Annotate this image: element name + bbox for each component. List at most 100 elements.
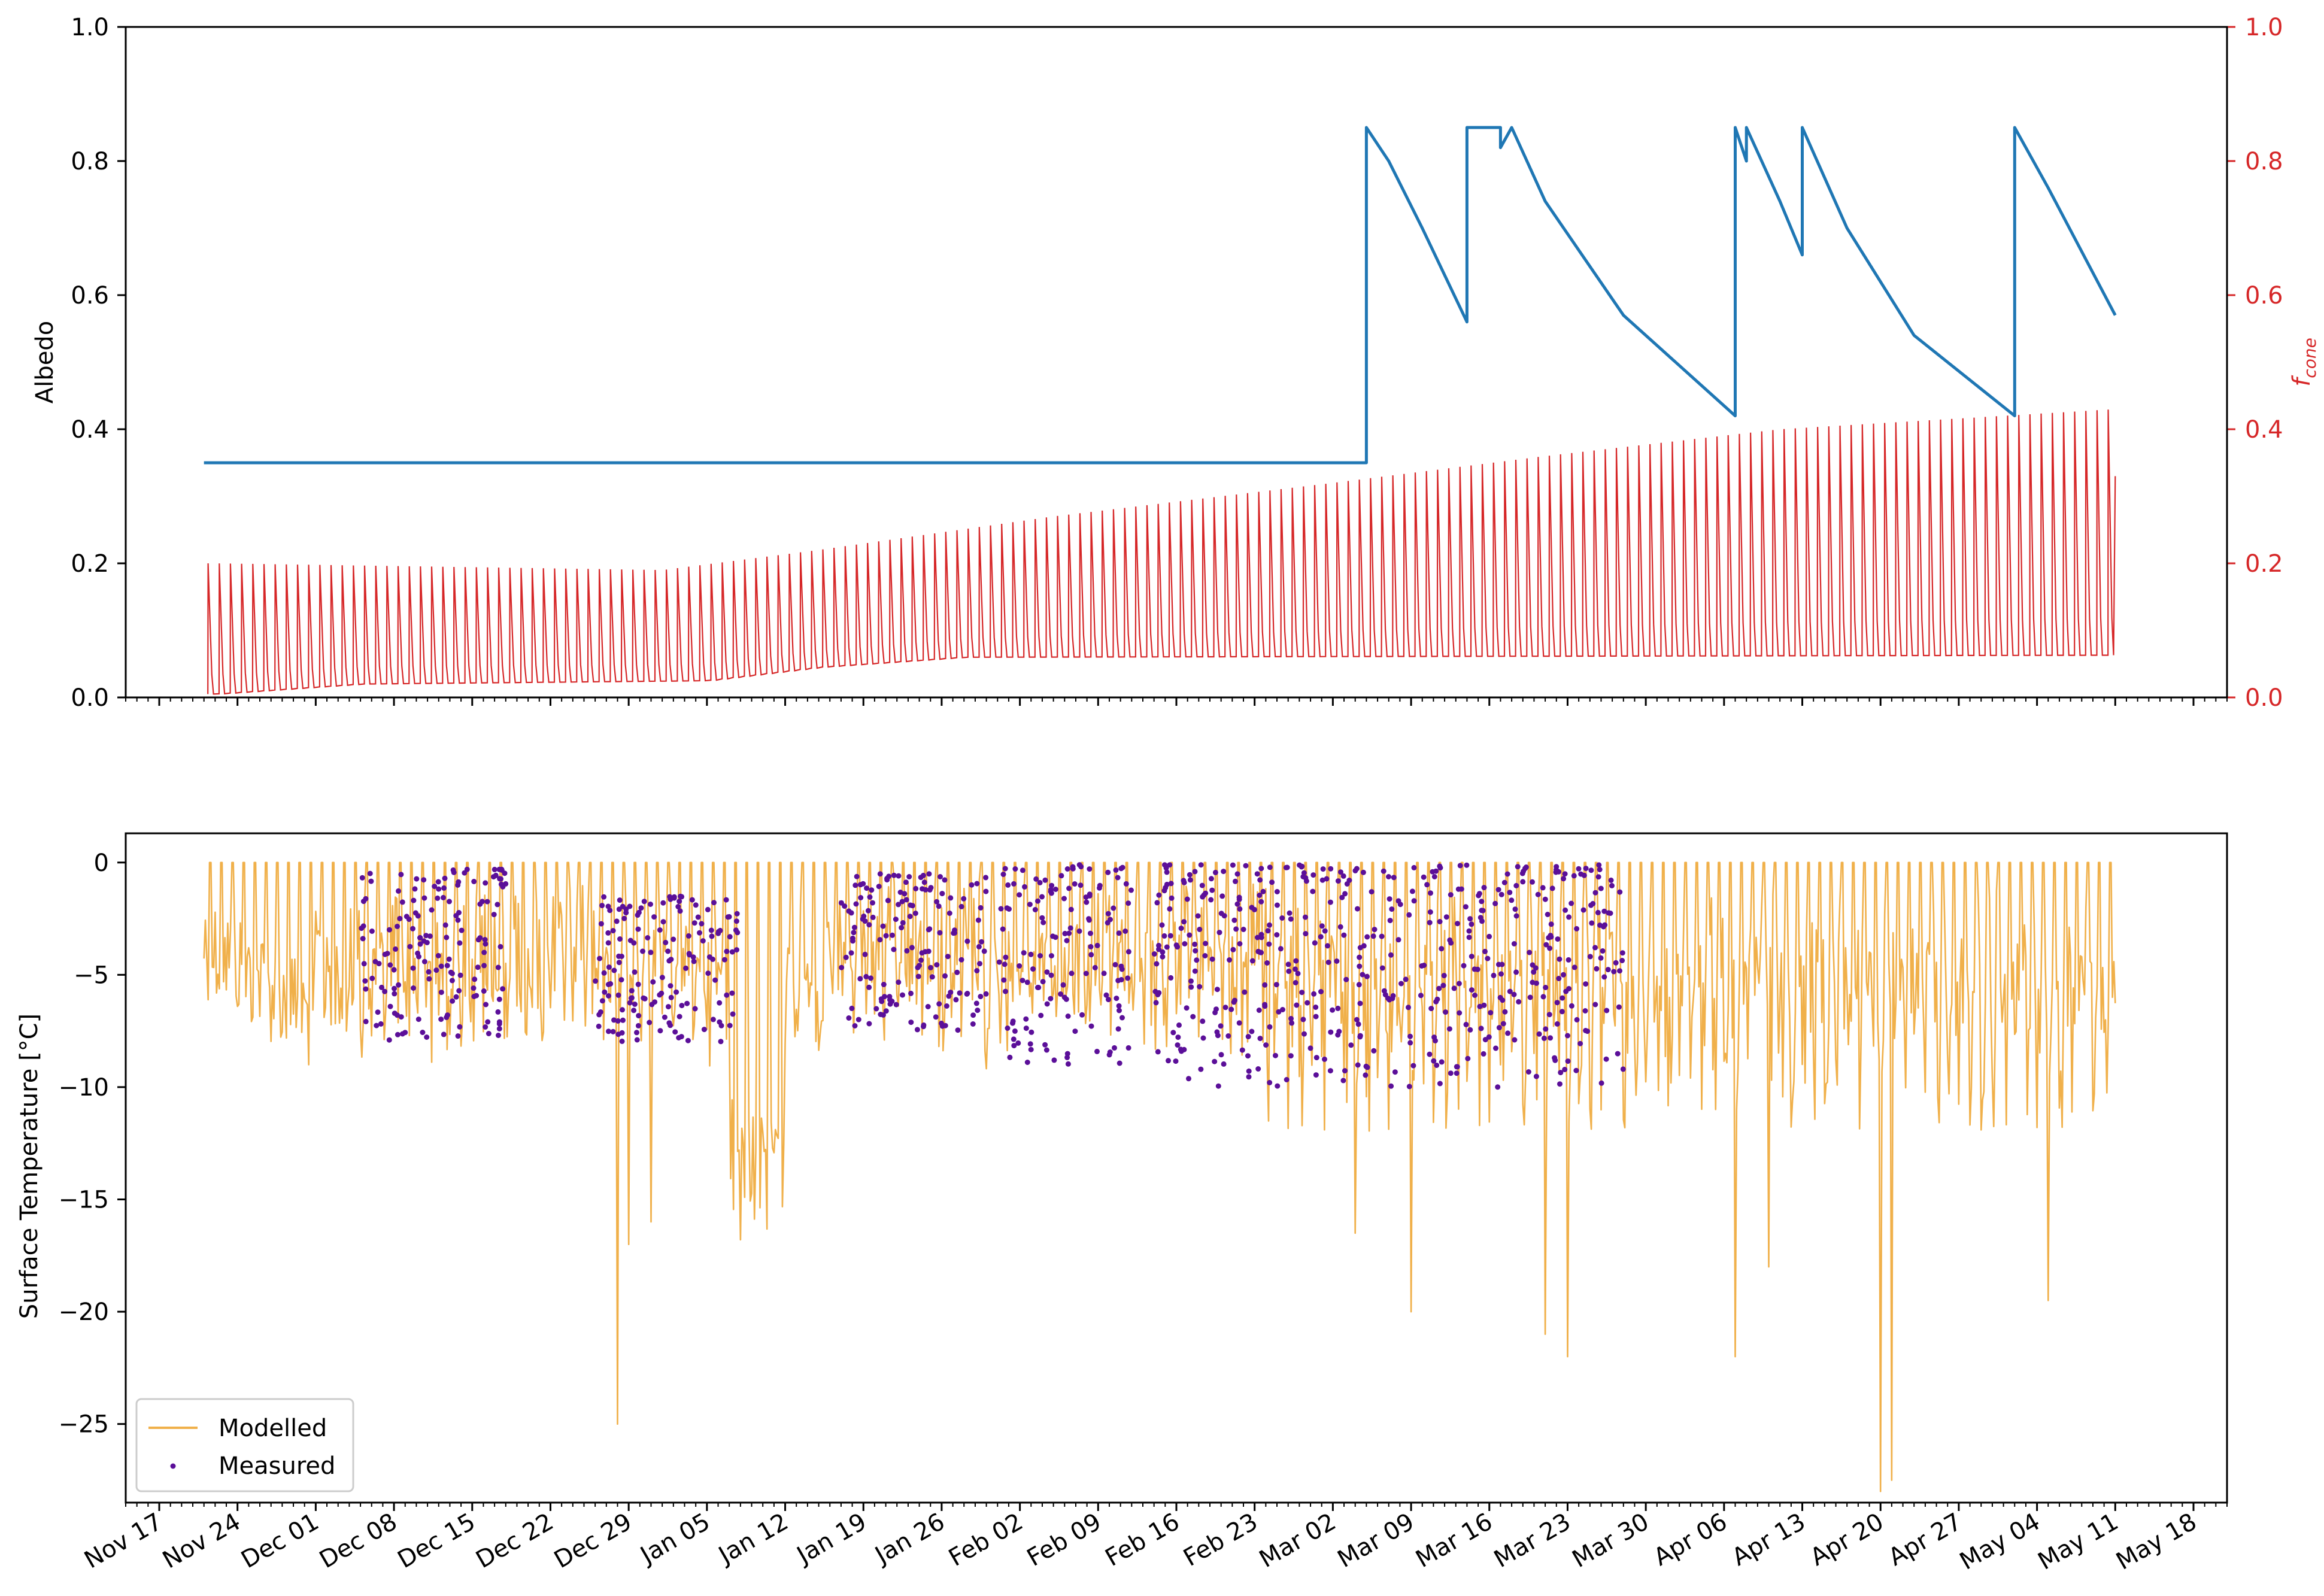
measured-point — [1406, 912, 1412, 918]
measured-point — [1203, 890, 1209, 896]
measured-point — [1311, 991, 1317, 997]
measured-point — [677, 908, 683, 914]
measured-point — [412, 886, 418, 892]
measured-point — [1169, 895, 1175, 901]
measured-point — [1267, 1024, 1273, 1030]
measured-point — [1257, 877, 1263, 883]
measured-point — [1547, 945, 1553, 951]
measured-point — [1357, 1000, 1363, 1006]
measured-point — [459, 927, 465, 933]
measured-point — [1274, 932, 1280, 937]
measured-point — [1541, 1035, 1547, 1041]
measured-point — [1319, 877, 1325, 883]
measured-point — [1427, 920, 1433, 926]
measured-point — [862, 918, 868, 924]
measured-point — [936, 903, 942, 909]
measured-point — [1162, 862, 1167, 868]
measured-point — [1355, 1021, 1361, 1027]
measured-point — [663, 939, 669, 945]
measured-point — [1477, 1003, 1483, 1009]
measured-point — [606, 993, 611, 999]
measured-point — [1198, 862, 1204, 868]
measured-point — [983, 875, 989, 881]
measured-point — [900, 992, 905, 998]
measured-point — [866, 984, 872, 990]
measured-point — [1094, 942, 1100, 948]
measured-point — [1597, 867, 1603, 872]
measured-point — [1555, 936, 1561, 942]
measured-point — [1324, 876, 1330, 882]
measured-point — [1119, 966, 1125, 972]
measured-point — [455, 1033, 461, 1039]
measured-point — [1012, 866, 1018, 872]
measured-point — [497, 943, 503, 949]
measured-point — [1511, 941, 1517, 946]
measured-point — [1576, 866, 1582, 872]
measured-point — [887, 1001, 893, 1007]
measured-point — [620, 1007, 625, 1013]
measured-point — [441, 885, 447, 891]
measured-point — [1409, 888, 1415, 894]
measured-point — [1262, 982, 1268, 988]
measured-point — [494, 902, 500, 908]
measured-point — [1267, 1079, 1273, 1085]
measured-point — [1433, 1037, 1438, 1043]
measured-point — [399, 899, 405, 905]
temperature-y-tick-label: −15 — [59, 1187, 109, 1214]
measured-point — [495, 1009, 501, 1015]
measured-point — [597, 955, 603, 961]
measured-point — [978, 994, 984, 1000]
measured-point — [1237, 941, 1243, 946]
measured-point — [1024, 979, 1030, 985]
measured-point — [1262, 1002, 1268, 1008]
measured-point — [936, 1001, 942, 1007]
measured-point — [1439, 946, 1445, 952]
measured-point — [951, 930, 957, 936]
measured-point — [1256, 1008, 1262, 1013]
measured-point — [1574, 926, 1580, 931]
temperature-y-tick-label: −20 — [59, 1298, 109, 1326]
measured-point — [1335, 878, 1341, 884]
measured-point — [1005, 1025, 1011, 1031]
measured-point — [1411, 898, 1417, 904]
measured-point — [857, 882, 863, 888]
fcone-y-tick-label: 0.0 — [2245, 684, 2283, 712]
measured-point — [1192, 941, 1198, 947]
measured-point — [903, 879, 909, 885]
measured-point — [1002, 866, 1008, 872]
measured-point — [849, 935, 855, 941]
measured-point — [1313, 1055, 1319, 1061]
measured-point — [1044, 1001, 1050, 1007]
measured-point — [367, 870, 373, 876]
measured-point — [733, 918, 739, 924]
measured-point — [691, 958, 697, 964]
measured-point — [1330, 1007, 1336, 1013]
measured-point — [1334, 958, 1340, 964]
measured-point — [1112, 1045, 1117, 1051]
measured-point — [1273, 1052, 1278, 1058]
measured-point — [483, 1024, 489, 1030]
measured-point — [611, 1017, 617, 1023]
measured-point — [668, 957, 674, 963]
measured-point — [495, 964, 501, 970]
measured-point — [1554, 1000, 1560, 1006]
measured-point — [700, 938, 706, 944]
measured-point — [938, 874, 943, 879]
measured-point — [1236, 894, 1242, 900]
measured-point — [635, 926, 641, 932]
measured-point — [423, 933, 429, 939]
measured-point — [1303, 931, 1309, 937]
measured-point — [424, 1034, 430, 1040]
measured-point — [1372, 927, 1378, 933]
measured-point — [1200, 1035, 1206, 1041]
measured-point — [1052, 887, 1058, 892]
measured-point — [1222, 1005, 1228, 1011]
measured-point — [1236, 1020, 1242, 1026]
measured-point — [981, 948, 987, 954]
measured-point — [1233, 878, 1238, 884]
measured-point — [1284, 864, 1290, 870]
measured-point — [1040, 979, 1046, 985]
measured-point — [1178, 1046, 1184, 1052]
measured-point — [1170, 1030, 1176, 1036]
measured-point — [667, 894, 673, 900]
